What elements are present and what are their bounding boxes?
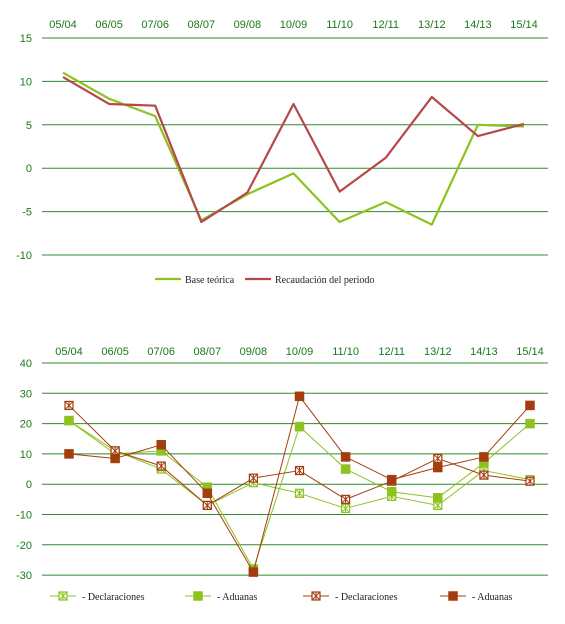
- legend-swatch-marker: [193, 591, 203, 601]
- chart-2-series-4-point: [294, 391, 305, 402]
- chart-2-series-4: [64, 391, 535, 577]
- chart-2-series-2-point: [64, 415, 74, 426]
- chart-2-x-tick-label: 06/05: [101, 346, 129, 358]
- chart-1-x-tick-label: 09/08: [234, 19, 262, 31]
- chart-2-x-tick-label: 13/12: [424, 346, 452, 358]
- chart-2-x-tick-label: 07/06: [147, 346, 175, 358]
- chart-1-legend-item-2: Recaudación del periodo: [245, 275, 374, 286]
- chart-2-series-1-point-cross: [433, 501, 443, 510]
- chart-2-legend-label: - Aduanas: [472, 592, 512, 603]
- legend-swatch-marker: [448, 591, 458, 601]
- chart-1-legend-label: Base teórica: [185, 275, 235, 286]
- chart-1-x-tick-label: 13/12: [418, 19, 446, 31]
- chart-2-series-4-point: [64, 449, 74, 459]
- chart-2-series-4-point: [479, 452, 489, 462]
- chart-2-series-4-point: [386, 474, 397, 485]
- chart-2: 40 30 20 10 0 -10 -20 -30 05/04 06/05 07/06 08/07 09…: [16, 346, 548, 603]
- chart-2-y-tick-label: 40: [20, 358, 32, 370]
- chart-2-y-tick-label: 30: [20, 388, 32, 400]
- chart-2-x-tick-label: 05/04: [55, 346, 83, 358]
- chart-2-series-4-point: [248, 567, 259, 577]
- chart-2-series-3-point-cross: [479, 470, 489, 480]
- chart-1-x-tick-label: 12/11: [372, 19, 399, 31]
- chart-1-y-tick-label: 0: [26, 163, 32, 175]
- chart-2-series-4-point: [110, 453, 120, 464]
- chart-2-x-tick-label: 12/11: [378, 346, 405, 358]
- legend-swatch-marker-cross: [311, 591, 321, 601]
- chart-1-series-2-line: [62, 76, 525, 224]
- chart-1-series-1-line: [62, 71, 525, 226]
- chart-2-series-3-point-cross: [341, 494, 350, 504]
- chart-1-y-tick-label: -5: [22, 207, 32, 219]
- chart-2-series-4-point: [525, 400, 535, 411]
- chart-1-y-tick-label: -10: [16, 250, 32, 262]
- chart-1-y-tick-label: 5: [26, 120, 32, 132]
- chart-1-x-tick-label: 11/10: [326, 19, 353, 31]
- chart-1-series-1: [62, 71, 525, 226]
- chart-2-legend-item-2: - Aduanas: [185, 591, 257, 603]
- chart-1-x-tick-label: 05/04: [49, 19, 77, 31]
- chart-2-y-tick-label: -30: [16, 570, 32, 582]
- chart-2-legend-label: - Aduanas: [217, 592, 257, 603]
- chart-2-series-3-point-cross: [249, 473, 258, 483]
- chart-2-series-1-point-cross: [295, 488, 304, 498]
- chart-1-y-tick-label: 10: [20, 76, 32, 88]
- chart-1-x-tick-label: 07/06: [141, 19, 169, 31]
- chart-2-series-2-point: [525, 418, 535, 429]
- chart-2-series-1-point-cross: [341, 504, 350, 513]
- chart-1-series-2: [62, 76, 525, 224]
- chart-2-series-3-point-cross: [110, 446, 120, 456]
- chart-2-legend-label: - Declaraciones: [82, 592, 145, 603]
- chart-2-series-2-point: [294, 421, 305, 432]
- chart-2-series-3-point-cross: [156, 461, 166, 471]
- chart-2-series-4-point: [156, 440, 166, 450]
- chart-2-y-tick-label: -20: [16, 540, 32, 552]
- chart-2-series-2-point: [386, 487, 397, 497]
- chart-2-series-3-point-cross: [202, 501, 212, 510]
- chart-1-legend-item-1: Base teórica: [155, 275, 235, 286]
- chart-2-series-2-point: [433, 493, 443, 503]
- chart-2-y-tick-label: 20: [20, 419, 32, 431]
- chart-2-legend-item-4: - Aduanas: [440, 591, 512, 603]
- chart-2-y-tick-label: -10: [16, 510, 32, 522]
- chart-2-series-3: [64, 400, 535, 511]
- chart-1-x-tick-label: 08/07: [188, 19, 216, 31]
- chart-2-x-tick-label: 10/09: [286, 346, 314, 358]
- chart-2-x-tick-label: 09/08: [240, 346, 268, 358]
- chart-2-series-4-point: [202, 488, 213, 499]
- chart-1-x-tick-label: 10/09: [280, 19, 308, 31]
- chart-2-series-2-point: [340, 464, 351, 474]
- chart-2-y-tick-label: 10: [20, 449, 32, 461]
- chart-2-series-3-point-cross: [525, 476, 535, 486]
- chart-2-series-3-point-cross: [64, 401, 74, 410]
- chart-1: 15 10 5 0 -5 -10 05/04 06/05 07/06 08/07 09/08 10/0…: [16, 19, 548, 286]
- chart-2-series-3-point-cross: [295, 466, 304, 475]
- chart-1-x-tick-label: 15/14: [510, 19, 538, 31]
- chart-2-legend-label: - Declaraciones: [335, 592, 398, 603]
- chart-1-y-tick-label: 15: [20, 33, 32, 45]
- chart-2-x-tick-label: 15/14: [516, 346, 544, 358]
- chart-2-series-4-point: [340, 452, 351, 462]
- chart-2-series-4-point: [433, 462, 443, 473]
- chart-2-legend-item-1: - Declaraciones: [50, 591, 145, 603]
- chart-2-x-tick-label: 14/13: [470, 346, 498, 358]
- chart-2-legend-item-3: - Declaraciones: [303, 591, 398, 603]
- legend-swatch-marker-cross: [58, 591, 68, 601]
- chart-1-legend-label: Recaudación del periodo: [275, 275, 374, 286]
- chart-2-x-tick-label: 11/10: [332, 346, 359, 358]
- chart-1-x-tick-label: 06/05: [95, 19, 123, 31]
- chart-2-series-3-point-cross: [433, 454, 443, 463]
- chart-1-x-tick-label: 14/13: [464, 19, 492, 31]
- chart-2-y-tick-label: 0: [26, 479, 32, 491]
- chart-2-x-tick-label: 08/07: [194, 346, 222, 358]
